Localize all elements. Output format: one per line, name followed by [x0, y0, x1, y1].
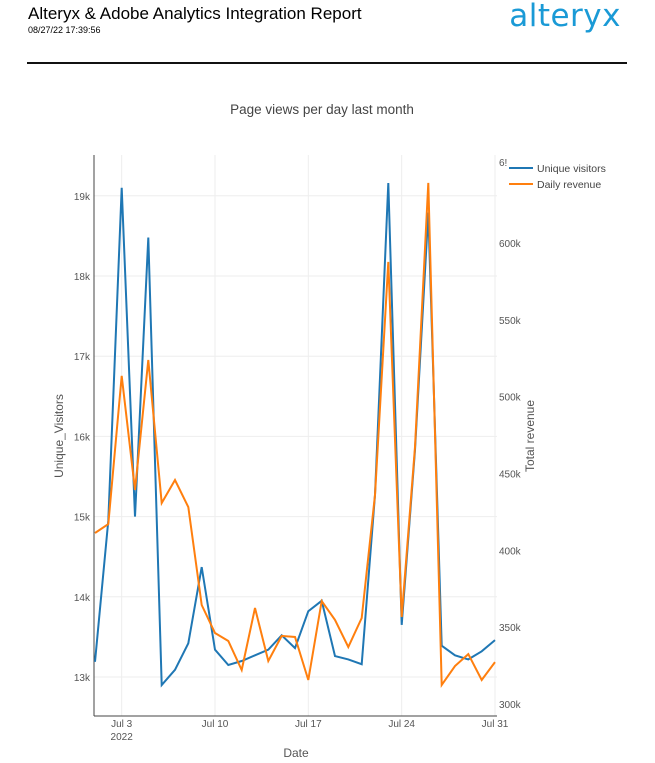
legend-item-unique-visitors[interactable]: Unique visitors — [509, 163, 606, 175]
y2-axis-ticks: 300k 350k 400k 450k 500k 550k 600k 6! — [499, 158, 522, 711]
legend-label: Unique visitors — [537, 163, 606, 175]
x-tick-label: Jul 24 — [388, 719, 415, 730]
y2-tick-label: 600k — [499, 239, 522, 250]
x-axis-ticks: Jul 3 Jul 10 Jul 17 Jul 24 Jul 31 2022 — [111, 719, 509, 743]
y2-tick-label: 400k — [499, 546, 522, 557]
y2-tick-label: 500k — [499, 393, 522, 404]
y-tick-label: 18k — [74, 272, 91, 283]
x-tick-year: 2022 — [111, 732, 134, 743]
x-tick-label: Jul 17 — [295, 719, 322, 730]
y-axis-title: Unique_Visitors — [52, 394, 66, 478]
series-lines — [94, 182, 496, 688]
y2-tick-label: 550k — [499, 316, 522, 327]
y2-tick-label: 450k — [499, 470, 522, 481]
y-tick-label: 14k — [74, 593, 91, 604]
alteryx-logo: alteryx — [509, 0, 621, 34]
y2-axis-title: Total revenue — [523, 400, 537, 472]
chart-title: Page views per day last month — [230, 102, 414, 117]
report-title: Alteryx & Adobe Analytics Integration Re… — [28, 4, 362, 23]
x-tick-label: Jul 10 — [202, 719, 229, 730]
y-tick-label: 16k — [74, 432, 91, 443]
x-axis-title: Date — [283, 746, 309, 760]
series-line-daily-revenue — [94, 182, 496, 688]
header-divider — [27, 62, 627, 64]
report-timestamp: 08/27/22 17:39:56 — [28, 25, 101, 35]
x-tick-label: Jul 31 — [482, 719, 509, 730]
legend[interactable]: Unique visitors Daily revenue — [509, 163, 606, 191]
y2-tick-label: 300k — [499, 700, 522, 711]
y2-tick-label: 350k — [499, 623, 522, 634]
y-axis-ticks: 13k 14k 15k 16k 17k 18k 19k — [74, 192, 91, 684]
legend-label: Daily revenue — [537, 179, 601, 191]
y2-tick-label: 6! — [499, 158, 507, 169]
legend-item-daily-revenue[interactable]: Daily revenue — [509, 179, 601, 191]
y-tick-label: 15k — [74, 513, 91, 524]
y-tick-label: 13k — [74, 673, 91, 684]
y-tick-label: 17k — [74, 352, 91, 363]
y-tick-label: 19k — [74, 192, 91, 203]
x-tick-label: Jul 3 — [111, 719, 133, 730]
